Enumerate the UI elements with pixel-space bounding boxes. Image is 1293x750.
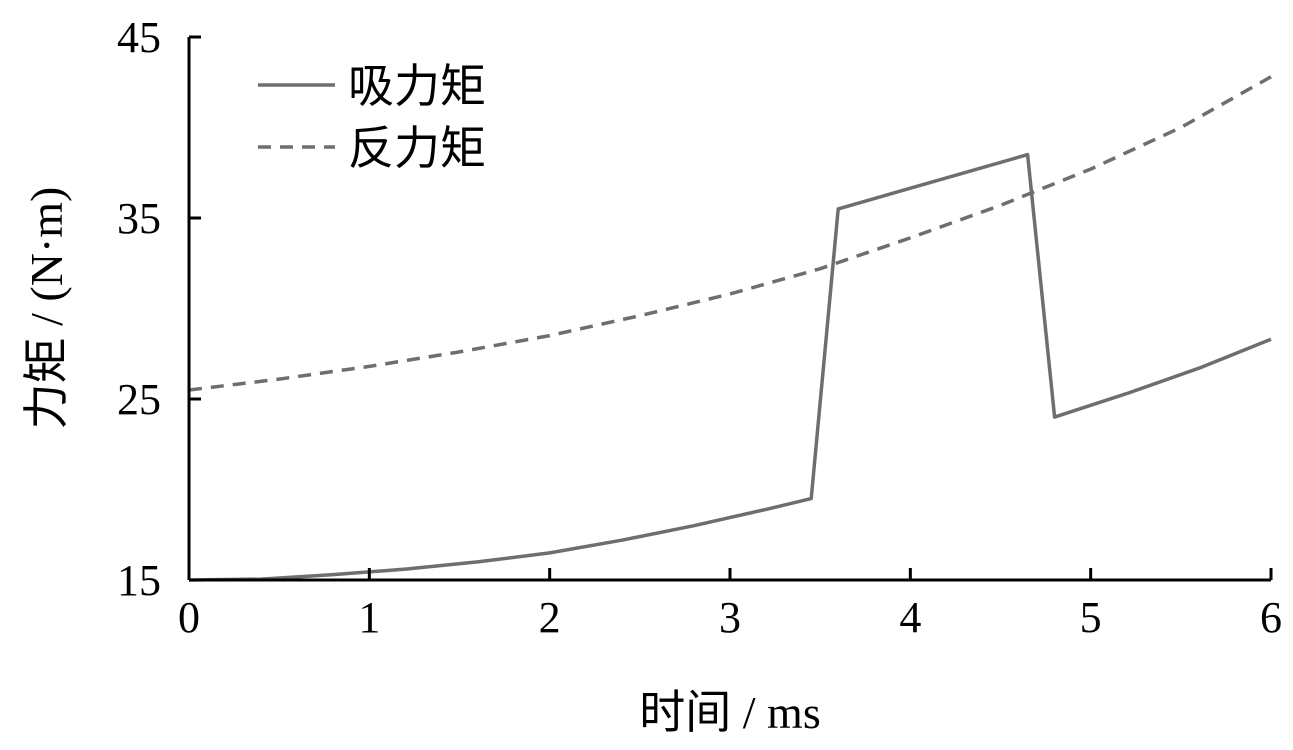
y-tick-label: 45: [117, 13, 161, 62]
series-line-reaction-torque: [188, 75, 1272, 392]
axes-layer: [187, 37, 1271, 582]
x-tick-label: 3: [719, 593, 741, 642]
legend: 吸力矩 反力矩: [258, 61, 486, 174]
x-axis-title: 时间 / ms: [639, 687, 820, 738]
y-tick-label: 25: [117, 375, 161, 424]
x-tick-label: 5: [1080, 593, 1102, 642]
x-tick-label: 2: [539, 593, 561, 642]
y-axis-title: 力矩 / (N·m): [21, 187, 72, 430]
y-tick-label: 35: [117, 194, 161, 243]
y-tick-label: 15: [117, 556, 161, 605]
x-tick-label: 1: [358, 593, 380, 642]
x-tick-label: 0: [178, 593, 200, 642]
x-tick-label: 4: [899, 593, 921, 642]
x-tick-label: 6: [1260, 593, 1282, 642]
legend-label-reaction-torque: 反力矩: [348, 123, 486, 174]
legend-label-suction-torque: 吸力矩: [348, 61, 486, 112]
